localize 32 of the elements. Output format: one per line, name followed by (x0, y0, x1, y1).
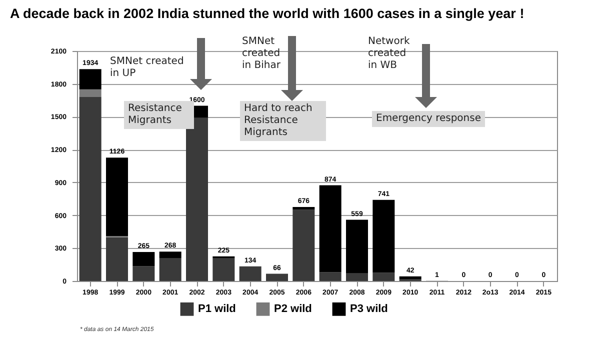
bar (79, 89, 102, 97)
bar (79, 69, 102, 90)
bar (132, 252, 155, 266)
bar (319, 272, 342, 281)
legend-label: P2 wild (274, 303, 312, 316)
annotation: SMNet created in Bihar (242, 36, 282, 72)
bar (319, 185, 342, 272)
bar (212, 258, 235, 281)
bar (346, 220, 368, 274)
bar (79, 97, 102, 281)
annotation: Hard to reach Resistance Migrants (240, 101, 326, 141)
bar (399, 276, 422, 280)
bar (106, 237, 128, 281)
bar (292, 210, 315, 281)
bar (186, 118, 208, 281)
bar (266, 274, 288, 281)
bar (132, 266, 155, 281)
bar (106, 158, 128, 236)
bar (346, 273, 368, 281)
chart-title: A decade back in 2002 India stunned the world with 1600 cases in a single year ! (10, 6, 524, 21)
legend-label: P3 wild (350, 303, 388, 316)
bar (292, 206, 315, 210)
annotation: Network created in WB (368, 36, 411, 72)
annotation: Resistance Migrants (128, 103, 182, 126)
annotation: Emergency response (372, 111, 485, 127)
annotation: SMNet created in UP (110, 56, 185, 80)
bar (159, 258, 182, 281)
legend-label: P1 wild (198, 303, 236, 316)
bar (239, 266, 262, 281)
bar (372, 200, 395, 273)
bar (372, 272, 395, 281)
bar (159, 252, 182, 258)
